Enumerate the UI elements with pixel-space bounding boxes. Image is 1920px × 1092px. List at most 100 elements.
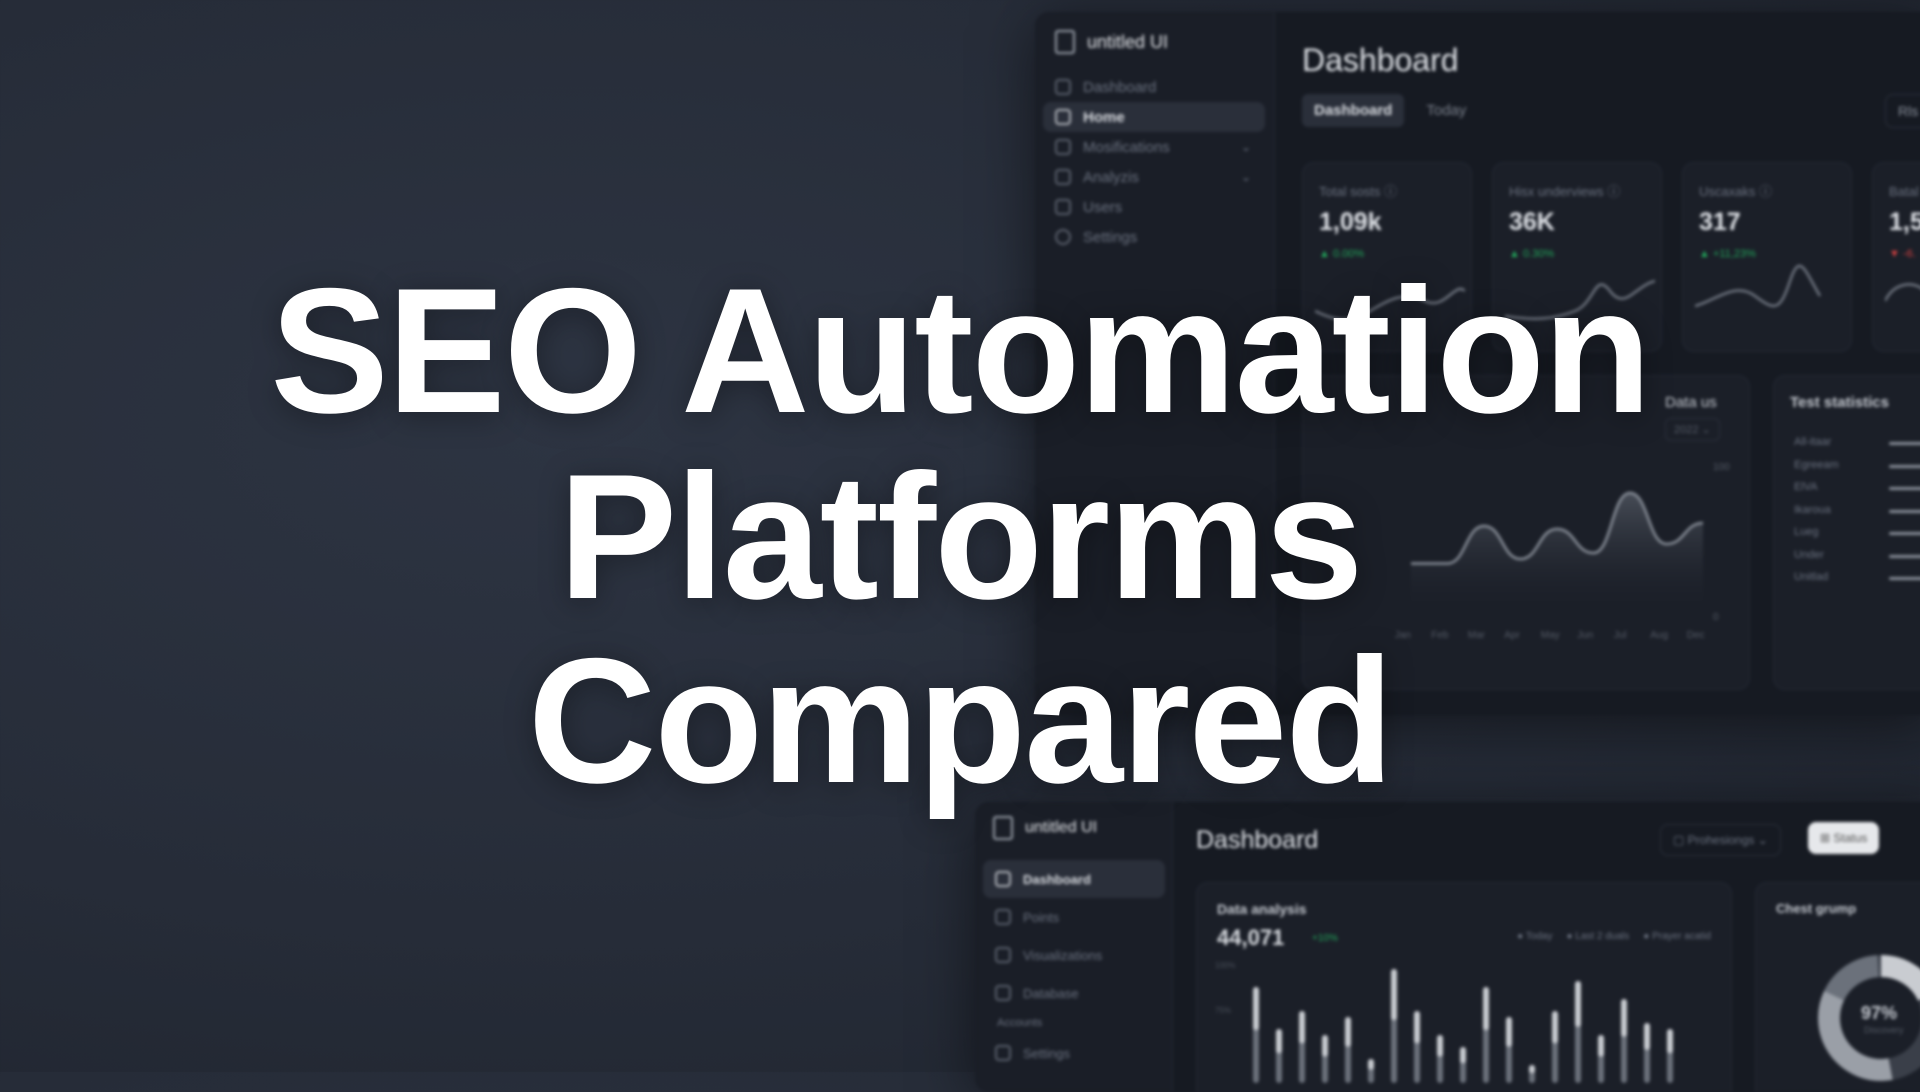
x-tick-label: Jul — [1614, 630, 1627, 641]
sidebar-item-users[interactable]: Users — [1043, 192, 1265, 222]
sidebar-item-settings[interactable]: Settings — [983, 1034, 1165, 1072]
bar-highlight — [1598, 1035, 1604, 1057]
bar-highlight — [1506, 1017, 1512, 1047]
stat-row-label: ElVA — [1794, 481, 1818, 493]
donut-segment — [1818, 955, 1920, 1081]
bar-highlight — [1575, 981, 1581, 1027]
logo-icon — [993, 816, 1013, 840]
sidebar-item-visualizations[interactable]: Visualizations — [983, 936, 1165, 974]
nav-label: Dashboard — [1023, 871, 1091, 887]
chevron-down-icon: ⌄ — [1240, 170, 1251, 184]
nav-label: Home — [1083, 108, 1125, 126]
area-fill — [1411, 493, 1703, 616]
x-tick-label: Jan — [1395, 630, 1411, 641]
bar-highlight — [1437, 1035, 1443, 1057]
stat-row-label: Ikaroua — [1794, 503, 1831, 516]
select-value: 2022 — [1674, 424, 1699, 436]
legend-item: ● Last 2 duals — [1566, 931, 1630, 942]
stat-row-bar — [1889, 487, 1920, 490]
sparkline — [1695, 264, 1822, 308]
total-value: 44,071 — [1217, 925, 1285, 950]
brand: untitled UI — [993, 816, 1097, 840]
bar-highlight — [1391, 969, 1397, 1021]
bar-highlight — [1299, 1011, 1305, 1044]
card-title: Chest grump — [1776, 901, 1857, 916]
bar-chart-icon — [1055, 169, 1071, 185]
nav-label: Users — [1083, 198, 1123, 216]
sidebar-item-mosifications[interactable]: Mosifications ⌄ — [1043, 132, 1265, 162]
sidebar-item-dashboard[interactable]: Dashboard — [1043, 72, 1265, 102]
headline-line-1: SEO Automation — [270, 251, 1651, 450]
stat-card: Hisx underviews ⓘ 36K ▲ 0.30% — [1492, 162, 1662, 352]
bar-highlight — [1483, 987, 1489, 1031]
nav-label: Settings — [1083, 228, 1138, 246]
stat-row-bar — [1889, 577, 1920, 580]
sidebar: untitled UI Dashboard Points Visualization… — [975, 802, 1173, 1092]
sidebar-item-points[interactable]: Points — [983, 898, 1165, 936]
stat-value: 317 — [1699, 208, 1741, 236]
chevron-down-icon: ⌄ — [1240, 140, 1251, 154]
sidebar-item-database[interactable]: Database — [983, 974, 1165, 1012]
button-label: Status — [1833, 831, 1868, 845]
stat-row-label: Unitlad — [1794, 571, 1829, 583]
donut-percent: 97% — [1861, 1003, 1898, 1023]
tab-dashboard[interactable]: Dashboard — [1302, 94, 1405, 127]
top-dashboard-window: untitled UI Dashboard Home Mosifications ⌄ A… — [1035, 12, 1920, 715]
card-title: Data analysis — [1217, 901, 1307, 917]
nav-label: Visualizations — [1023, 947, 1103, 963]
grid-icon: ⊞ — [1820, 831, 1831, 845]
tab-today[interactable]: Today — [1426, 102, 1467, 119]
brand-name: untitled UI — [1087, 31, 1169, 52]
filter-select[interactable]: ▢ Prohesiongs ⌄ — [1660, 824, 1781, 856]
gear-icon — [995, 1045, 1011, 1061]
donut-segment — [1818, 955, 1920, 1081]
legend-item: ● Prayer acatid — [1643, 931, 1711, 942]
user-icon — [1055, 199, 1071, 215]
clock-icon — [995, 909, 1011, 925]
stat-value: 1,5 — [1889, 208, 1920, 236]
bar-highlight — [1276, 1029, 1282, 1054]
year-select[interactable]: 2022 ⌄ — [1665, 418, 1720, 441]
stat-label: Total sosts ⓘ — [1319, 184, 1398, 199]
stat-row-bar — [1889, 554, 1920, 558]
stat-row-label: Under — [1794, 548, 1824, 561]
users-icon — [995, 947, 1011, 963]
x-tick-label: Mar — [1468, 630, 1486, 641]
bar-highlight — [1253, 987, 1259, 1031]
stat-row-label: Lueg — [1794, 526, 1819, 538]
headline-line-3: Compared — [527, 621, 1394, 820]
x-tick-label: Apr — [1504, 630, 1520, 641]
sidebar-item-dashboard[interactable]: Dashboard — [983, 860, 1165, 898]
y-tick-label: 100 — [1713, 462, 1730, 473]
sidebar-item-analyzis[interactable]: Analyzis ⌄ — [1043, 162, 1265, 192]
bar-chart-icon — [995, 985, 1011, 1001]
info-icon: ⓘ — [1758, 184, 1772, 199]
headline-line-2: Platforms — [558, 437, 1364, 636]
bar-highlight — [1368, 1059, 1374, 1070]
x-tick-label: Jun — [1577, 630, 1593, 641]
status-button[interactable]: ⊞ Status — [1808, 822, 1880, 854]
chart-title: Data us — [1665, 394, 1717, 411]
sidebar-item-settings[interactable]: Settings — [1043, 222, 1265, 252]
x-tick-label: May — [1541, 630, 1560, 641]
brand: untitled UI — [1055, 30, 1168, 54]
stat-change: ▲ +11,23% — [1699, 248, 1756, 260]
area-chart-card: 100 0 Jan Feb Mar Apr May Jun Jul Aug Dec Data us … — [1302, 375, 1750, 690]
stat-row-bar — [1889, 532, 1920, 535]
filter-button[interactable]: Rls — [1885, 94, 1920, 128]
nav-label: Analyzis — [1083, 168, 1139, 186]
grid-icon — [995, 871, 1011, 887]
stat-value: 1,09k — [1319, 208, 1382, 236]
data-analysis-card: Data analysis 44,071 +10% ● Today ● Last … — [1196, 882, 1732, 1092]
page-title: Dashboard — [1196, 826, 1319, 854]
donut-sub: Discovery — [1864, 1025, 1904, 1035]
stat-label: Uscaxaks ⓘ — [1699, 184, 1772, 199]
bar-highlight — [1621, 999, 1627, 1037]
sidebar-item-home[interactable]: Home — [1043, 102, 1265, 132]
y-tick-label: 100% — [1215, 961, 1235, 970]
bar-highlight — [1529, 1065, 1535, 1074]
bar-highlight — [1414, 1011, 1420, 1044]
bar-chart: 100% 75% — [1215, 961, 1673, 1083]
nav-label: Dashboard — [1083, 78, 1157, 96]
stat-value: 36K — [1509, 208, 1555, 236]
